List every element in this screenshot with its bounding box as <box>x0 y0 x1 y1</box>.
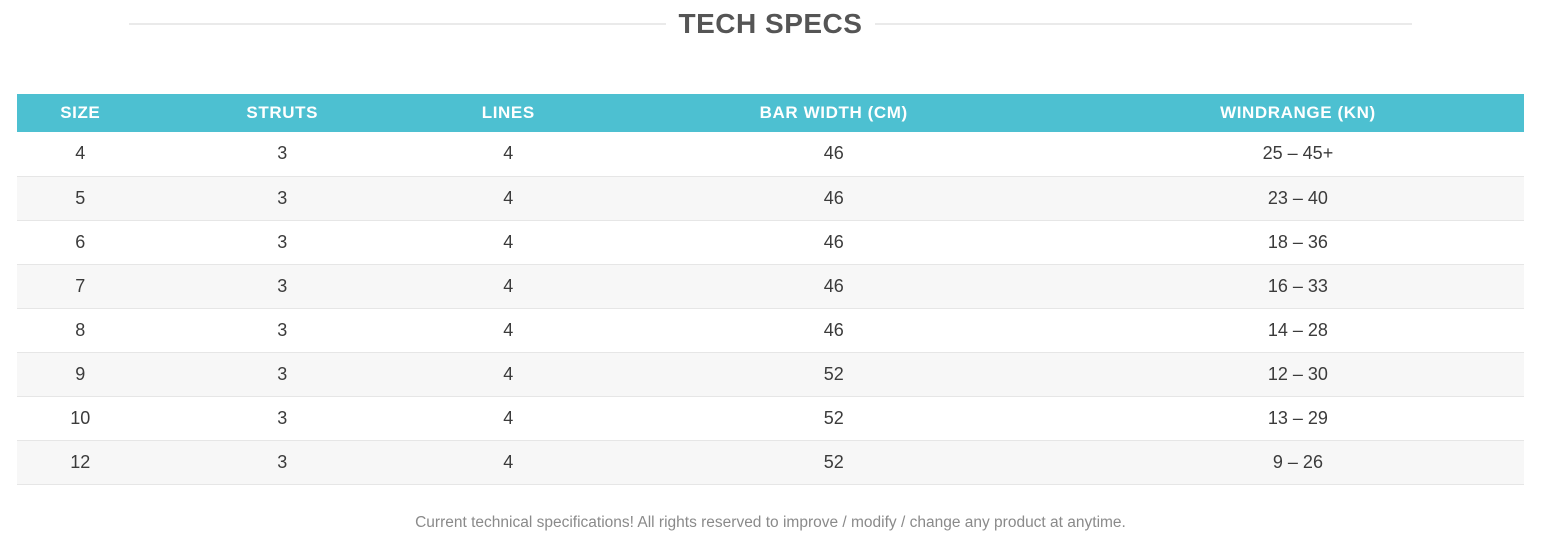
table-row: 4 3 4 46 25 – 45+ <box>17 132 1524 176</box>
cell-windrange: 18 – 36 <box>1267 231 1328 252</box>
cell-bar-width: 46 <box>823 187 844 208</box>
cell-lines: 4 <box>503 363 514 384</box>
cell-size: 5 <box>75 187 86 208</box>
tech-specs-table: SIZE STRUTS LINES BAR WIDTH (CM) WINDRAN… <box>17 94 1524 485</box>
cell-bar-width: 46 <box>823 319 844 340</box>
table-header-row: SIZE STRUTS LINES BAR WIDTH (CM) WINDRAN… <box>17 94 1524 132</box>
column-header-windrange: WINDRANGE (KN) <box>1071 94 1524 132</box>
cell-size: 9 <box>75 363 86 384</box>
column-header-struts: STRUTS <box>143 94 421 132</box>
cell-size: 7 <box>75 275 86 296</box>
disclaimer-text: Current technical specifications! All ri… <box>415 513 1126 531</box>
cell-bar-width: 46 <box>823 143 844 164</box>
table-row: 10 3 4 52 13 – 29 <box>17 396 1524 440</box>
cell-struts: 3 <box>277 319 288 340</box>
cell-lines: 4 <box>503 451 514 472</box>
cell-lines: 4 <box>503 231 514 252</box>
cell-bar-width: 52 <box>823 407 844 428</box>
cell-size: 12 <box>70 451 91 472</box>
cell-windrange: 9 – 26 <box>1272 451 1323 472</box>
cell-struts: 3 <box>277 231 288 252</box>
table-row: 7 3 4 46 16 – 33 <box>17 264 1524 308</box>
cell-size: 4 <box>75 143 86 164</box>
cell-size: 8 <box>75 319 86 340</box>
cell-struts: 3 <box>277 451 288 472</box>
column-header-bar-width: BAR WIDTH (CM) <box>595 94 1072 132</box>
table-row: 6 3 4 46 18 – 36 <box>17 220 1524 264</box>
cell-lines: 4 <box>503 319 514 340</box>
cell-struts: 3 <box>277 143 288 164</box>
cell-windrange: 25 – 45+ <box>1262 143 1334 164</box>
table-row: 5 3 4 46 23 – 40 <box>17 176 1524 220</box>
heading-rule-left <box>128 22 666 25</box>
cell-bar-width: 46 <box>823 231 844 252</box>
cell-struts: 3 <box>277 363 288 384</box>
cell-bar-width: 52 <box>823 363 844 384</box>
cell-bar-width: 52 <box>823 451 844 472</box>
cell-lines: 4 <box>503 407 514 428</box>
table-row: 9 3 4 52 12 – 30 <box>17 352 1524 396</box>
page-title: TECH SPECS <box>678 8 863 39</box>
cell-windrange: 12 – 30 <box>1267 363 1328 384</box>
cell-size: 6 <box>75 231 86 252</box>
cell-struts: 3 <box>277 187 288 208</box>
table-row: 8 3 4 46 14 – 28 <box>17 308 1524 352</box>
cell-lines: 4 <box>503 143 514 164</box>
cell-lines: 4 <box>503 187 514 208</box>
cell-lines: 4 <box>503 275 514 296</box>
cell-windrange: 14 – 28 <box>1267 319 1328 340</box>
cell-size: 10 <box>70 407 91 428</box>
table-row: 12 3 4 52 9 – 26 <box>17 440 1524 484</box>
cell-windrange: 23 – 40 <box>1267 187 1328 208</box>
cell-struts: 3 <box>277 407 288 428</box>
cell-windrange: 16 – 33 <box>1267 275 1328 296</box>
column-header-size: SIZE <box>17 94 144 132</box>
cell-bar-width: 46 <box>823 275 844 296</box>
heading-rule-right <box>875 22 1413 25</box>
cell-windrange: 13 – 29 <box>1267 407 1328 428</box>
section-heading: TECH SPECS <box>0 7 1541 40</box>
cell-struts: 3 <box>277 275 288 296</box>
column-header-lines: LINES <box>420 94 596 132</box>
